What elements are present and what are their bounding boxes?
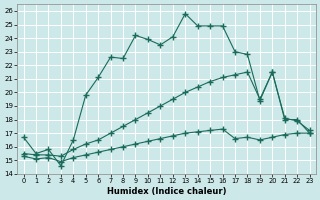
X-axis label: Humidex (Indice chaleur): Humidex (Indice chaleur) bbox=[107, 187, 226, 196]
